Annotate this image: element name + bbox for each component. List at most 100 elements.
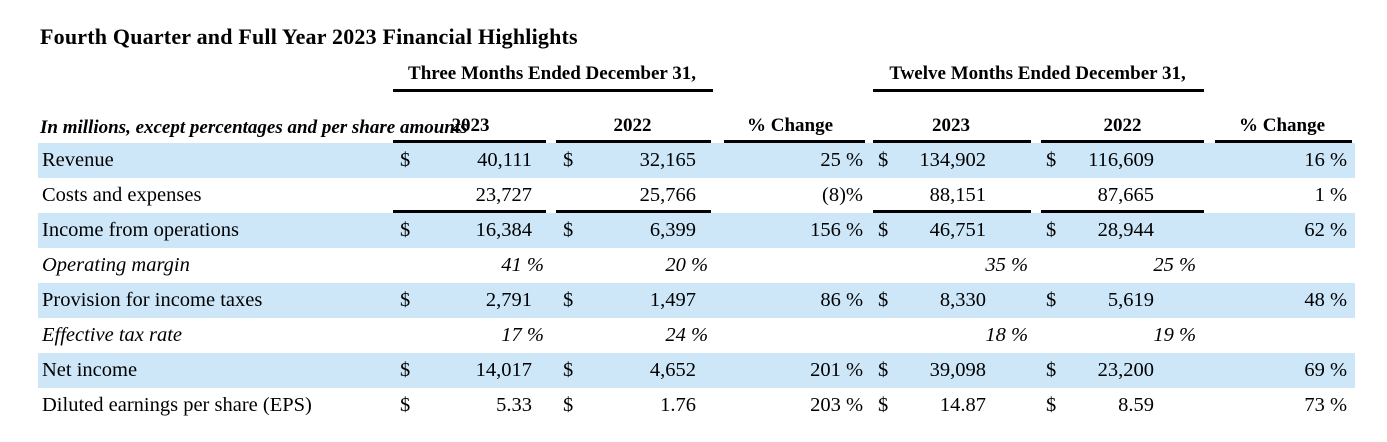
cell-content: 16 % [1209,143,1355,178]
cell-value: 14.87 [939,394,987,416]
units-note: In millions, except percentages and per … [40,117,468,138]
cell-content: 48 % [1209,283,1355,318]
cell-value: 1 % [1314,184,1348,206]
cell-m4: $23,200 [1036,353,1209,388]
cell-value: 88,151 [929,184,987,206]
dollar-sign: $ [1046,394,1057,416]
cell-m4: 87,665 [1036,178,1209,213]
cell-content: $14,017 [390,353,551,388]
cell-value: 40,111 [477,149,532,171]
cell-value: 201 % [810,359,864,381]
cell-p1: 201 % [714,353,866,388]
dollar-sign: $ [400,359,411,381]
group-header-row: Three Months Ended December 31, Twelve M… [38,58,1355,92]
group-header-spacer [38,58,390,92]
dollar-sign: $ [563,149,574,171]
dollar-sign: $ [878,219,889,241]
cell-m3: $8,330 [866,283,1036,318]
cell-value: 24 % [665,324,709,346]
row-label: Income from operations [42,219,239,241]
cell-m3: $46,751 [866,213,1036,248]
cell-value: 18 % [985,324,1029,346]
cell-value: 39,098 [929,359,987,381]
cell-m1: $16,384 [390,213,551,248]
cell-value: 14,017 [475,359,532,381]
cell-value: 17 % [501,324,544,346]
cell-p2 [1209,318,1355,353]
cell-value: 203 % [810,394,864,416]
cell-content: 25 % [714,143,866,178]
cell-p2: 62 % [1209,213,1355,248]
cell-value: 62 % [1304,219,1348,241]
cell-p1 [714,318,866,353]
cell-value: 156 % [810,219,864,241]
cell-p1: 86 % [714,283,866,318]
cell-m4: 19 % [1036,318,1209,353]
dollar-sign: $ [563,219,574,241]
cell-content: $116,609 [1036,143,1209,178]
cell-value: 48 % [1304,289,1348,311]
cell-p2: 73 % [1209,388,1355,423]
cell-value: 25,766 [639,184,697,206]
cell-content: $8,330 [866,283,1036,318]
column-header-row: In millions, except percentages and per … [38,92,1355,143]
table-row: Income from operations $16,384 $6,399 156 %… [38,213,1356,248]
col-header-12mo-2023: 2023 [866,92,1036,143]
cell-p2: 69 % [1209,353,1355,388]
cell-value: 16 % [1304,149,1348,171]
cell-m1: 41 % [390,248,551,283]
dollar-sign: $ [400,219,411,241]
cell-p1: 25 % [714,143,866,178]
cell-content: 203 % [714,388,866,423]
cell-content: $28,944 [1036,213,1209,248]
cell-content: $2,791 [390,283,551,318]
cell-content: $4,652 [551,353,714,388]
cell-m3: 35 % [866,248,1036,283]
dollar-sign: $ [878,289,889,311]
dollar-sign: $ [563,394,574,416]
financial-highlights-table: Three Months Ended December 31, Twelve M… [38,58,1356,423]
row-label: Provision for income taxes [42,289,263,311]
cell-content: 41 % [390,248,551,283]
cell-m3: 18 % [866,318,1036,353]
cell-value: 4,652 [649,359,697,381]
cell-content [1209,248,1355,283]
cell-m4: $28,944 [1036,213,1209,248]
cell-value: 1,497 [649,289,697,311]
cell-m2: $4,652 [551,353,714,388]
cell-content: $32,165 [551,143,714,178]
row-label: Net income [42,359,138,381]
cell-m2: 24 % [551,318,714,353]
col-header-3mo-pct-change: % Change [714,92,866,143]
col-header-3mo-2022: 2022 [551,92,714,143]
dollar-sign: $ [563,289,574,311]
cell-content: 87,665 [1036,178,1209,213]
row-label: Effective tax rate [42,324,183,346]
dollar-sign: $ [1046,289,1057,311]
cell-content: $5,619 [1036,283,1209,318]
cell-value: 23,727 [475,184,532,206]
cell-content: 23,727 [390,178,551,213]
cell-m4: $5,619 [1036,283,1209,318]
cell-m2: $6,399 [551,213,714,248]
cell-content [714,318,866,353]
cell-m4: $116,609 [1036,143,1209,178]
cell-value: 23,200 [1097,359,1155,381]
cell-m2: $1,497 [551,283,714,318]
cell-value: 32,165 [639,149,697,171]
cell-m2: 25,766 [551,178,714,213]
cell-content: 88,151 [866,178,1036,213]
group-header-spacer [1209,58,1355,92]
row-label: Operating margin [42,254,190,276]
cell-p2 [1209,248,1355,283]
row-label: Revenue [42,149,114,171]
cell-content: $40,111 [390,143,551,178]
cell-value: 73 % [1304,394,1348,416]
dollar-sign: $ [878,149,889,171]
cell-content: $1.76 [551,388,714,423]
group-header-three-months: Three Months Ended December 31, [390,58,714,92]
cell-value: 19 % [1153,324,1197,346]
cell-value: 28,944 [1097,219,1155,241]
cell-value: 16,384 [475,219,532,241]
cell-content: $1,497 [551,283,714,318]
